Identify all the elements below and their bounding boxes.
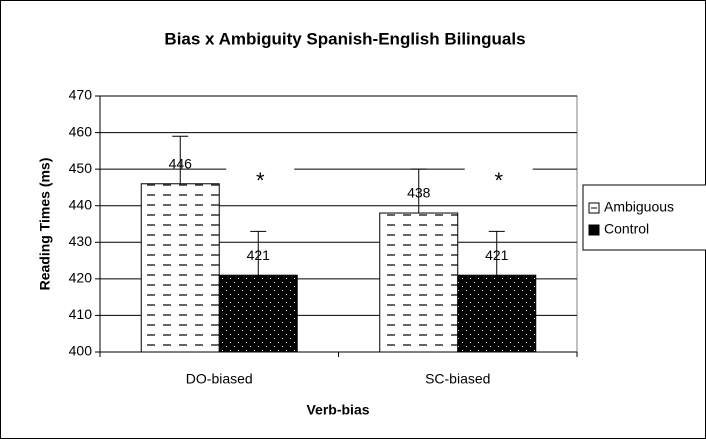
bar xyxy=(218,274,298,353)
annotation-bg xyxy=(226,166,295,190)
x-tick-label: SC-biased xyxy=(425,371,490,387)
bar xyxy=(457,274,537,353)
y-tick-label: 410 xyxy=(69,306,93,322)
chart-title: Bias x Ambiguity Spanish-English Bilingu… xyxy=(164,29,525,48)
y-axis-label: Reading Times (ms) xyxy=(37,158,53,291)
legend-label: Ambiguous xyxy=(604,199,674,215)
data-label: 421 xyxy=(247,247,271,263)
data-label: 438 xyxy=(407,185,431,201)
legend-box xyxy=(582,184,706,251)
annotation: * xyxy=(494,168,503,193)
legend-label: Control xyxy=(604,221,649,237)
y-tick-label: 430 xyxy=(69,233,93,249)
annotation: * xyxy=(256,168,265,193)
bar xyxy=(379,212,459,353)
x-tick-label: DO-biased xyxy=(186,371,253,387)
y-tick-label: 440 xyxy=(69,196,93,212)
legend-swatch xyxy=(588,224,600,236)
x-axis-label: Verb-bias xyxy=(306,402,369,418)
data-label: 421 xyxy=(485,247,509,263)
annotation-bg xyxy=(464,166,533,190)
y-tick-label: 460 xyxy=(69,123,93,139)
y-tick-label: 450 xyxy=(69,160,93,176)
y-tick-label: 470 xyxy=(69,87,93,103)
bar xyxy=(140,183,220,353)
data-label: 446 xyxy=(169,155,193,171)
y-tick-label: 420 xyxy=(69,270,93,286)
y-tick-label: 400 xyxy=(69,343,93,359)
